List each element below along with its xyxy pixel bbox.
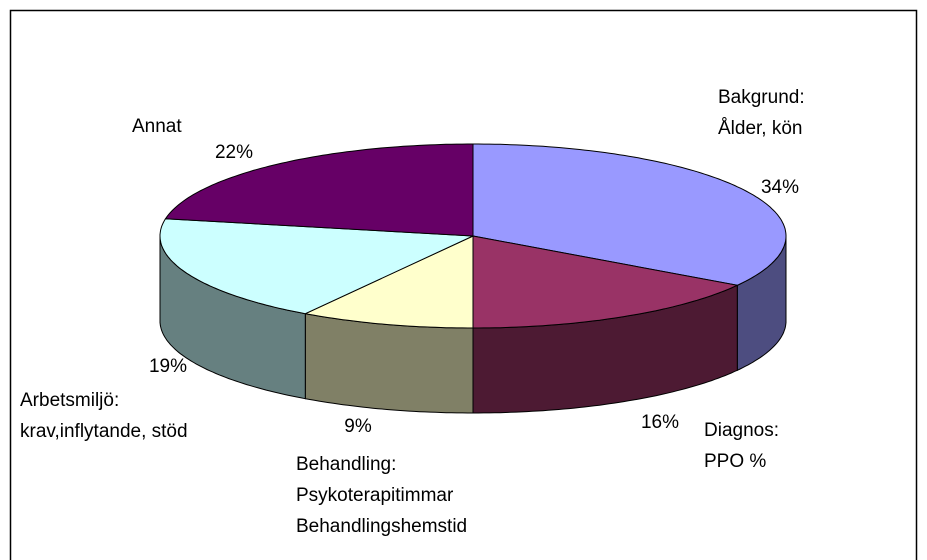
category-label-line: Arbetsmiljö: <box>20 390 119 411</box>
category-label-line: Annat <box>132 116 182 137</box>
category-label-line: Ålder, kön <box>718 118 803 139</box>
category-label-line: Behandlingshemstid <box>296 516 467 537</box>
value-label: 9% <box>344 416 372 437</box>
value-label: 34% <box>761 177 799 198</box>
slice <box>159 218 474 315</box>
value-label: 16% <box>641 412 679 433</box>
slice <box>164 143 474 237</box>
category-label-line: Diagnos: <box>704 420 779 441</box>
category-label: Diagnos: PPO % <box>704 420 779 472</box>
category-label-line: krav,inflytande, stöd <box>20 421 188 442</box>
slice <box>472 143 787 286</box>
category-label: Arbetsmiljö: krav,inflytande, stöd <box>20 390 188 442</box>
category-label: Behandling: Psykoterapitimmar Behandlingsh… <box>296 454 467 537</box>
slice <box>303 235 474 329</box>
category-label: Annat <box>132 116 182 137</box>
category-label-line: Behandling: <box>296 454 396 475</box>
category-label-line: Bakgrund: <box>718 87 805 108</box>
slice <box>472 235 739 329</box>
category-label: Bakgrund: Ålder, kön <box>718 87 805 139</box>
value-label: 19% <box>149 356 187 377</box>
slice-side <box>304 313 474 414</box>
value-label: 22% <box>215 142 253 163</box>
category-label-line: Psykoterapitimmar <box>296 485 454 506</box>
category-label-line: PPO % <box>704 451 766 472</box>
